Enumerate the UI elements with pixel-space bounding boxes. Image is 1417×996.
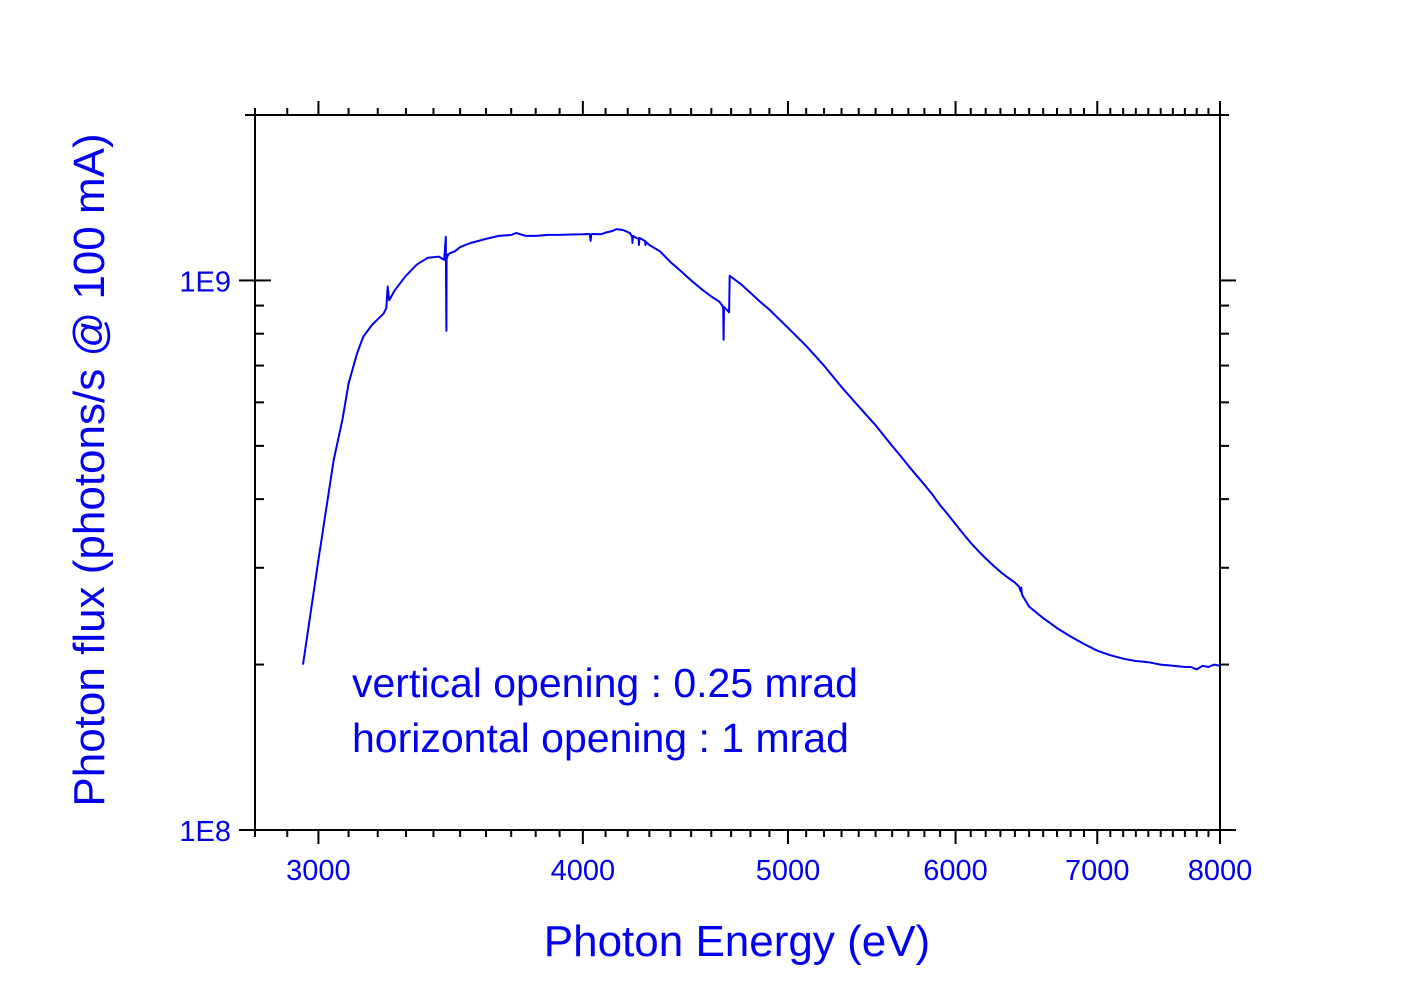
plot-frame [254,114,1221,831]
y-tick-label: 1E8 [179,816,231,848]
x-tick-label: 3000 [286,855,351,887]
y-axis-label: Photon flux (photons/s @ 100 mA) [65,133,114,806]
annotation-horizontal-opening: horizontal opening : 1 mrad [352,715,849,761]
series-line [302,228,1221,671]
x-axis-label: Photon Energy (eV) [544,917,930,966]
x-tick-label: 8000 [1188,855,1253,887]
x-tick-labels: 3000 4000 5000 6000 7000 8000 [286,855,1252,887]
x-tick-label: 4000 [551,855,616,887]
y-tick-label: 1E9 [179,266,231,298]
axis-ticks [239,101,1236,844]
y-tick-labels: 1E8 1E9 [179,266,231,848]
x-tick-label: 5000 [756,855,821,887]
annotation-vertical-opening: vertical opening : 0.25 mrad [352,660,858,706]
x-tick-label: 6000 [923,855,988,887]
x-tick-label: 7000 [1065,855,1130,887]
